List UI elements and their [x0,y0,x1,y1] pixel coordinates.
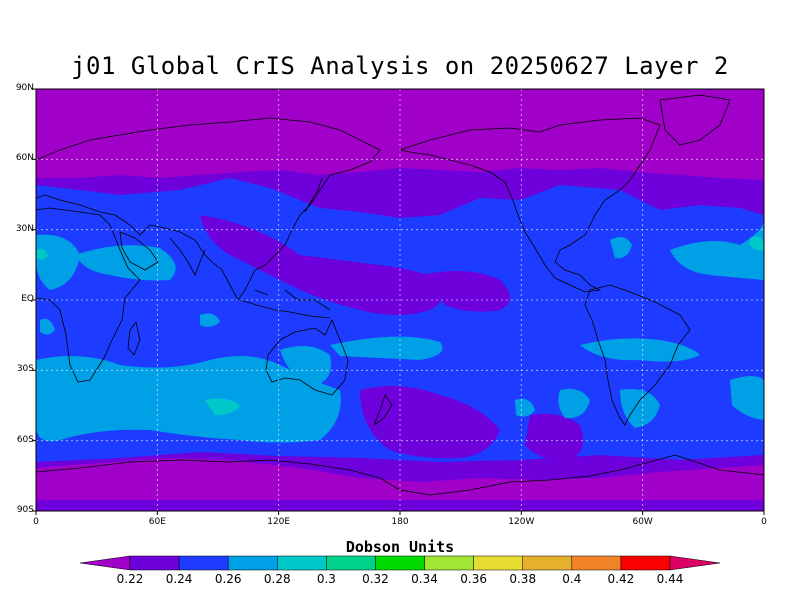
southern-patch [360,386,500,459]
lat-label: 30N [15,223,34,234]
colorbar-box [522,555,573,571]
colorbar-box [571,555,622,571]
coastline-new-zealand [373,394,393,427]
colorbar-label: 0.34 [411,572,438,586]
coastline-japan [304,177,323,213]
cyan-patch [580,338,700,362]
axis-ticks [32,88,765,515]
colorbar-box [326,555,376,571]
gridlines [36,89,764,511]
lon-label: 60E [148,517,166,527]
coastline-north-america [398,117,661,293]
colorbar-title: Dobson Units [345,538,455,556]
lat-label: 30S [16,364,34,375]
cyan-patch [40,318,55,335]
colorbar [79,555,721,571]
cyan-patch [36,234,80,290]
colorbar-label: 0.22 [116,572,144,586]
coastline-india [169,237,206,276]
lon-label: 120E [267,517,291,527]
cyan-patch [200,313,220,327]
coastline-madagascar [127,321,141,356]
colorbar-box [227,555,278,571]
colorbar-label: 0.26 [214,572,242,586]
lat-label: 60S [16,434,34,445]
lon-label: 60W [632,517,653,527]
cyan-patch [730,376,764,420]
southern-patch [525,413,584,461]
cyan-patch [280,346,331,385]
cyan-patch [558,388,590,419]
lon-label: 0 [761,517,767,527]
lon-label: 120W [508,517,535,527]
coastline-antarctica [36,454,764,496]
colorbar-label: 0.38 [509,572,537,586]
colorbar-box [620,555,671,571]
lat-label: EQ [21,294,34,304]
coastlines [36,94,764,496]
teal-patch [36,248,48,260]
cyan-patch [36,356,341,443]
colorbar-label: 0.28 [263,572,291,586]
coastline-south-america [584,284,691,426]
colorbar-box [375,555,425,571]
colorbar-box [473,555,523,571]
colorbar-label: 0.24 [165,572,193,586]
colorbar-high-triangle [669,555,721,571]
colorbar-label: 0.4 [562,572,582,586]
teal-patch [750,236,764,251]
coastline-eurasia [36,117,381,301]
coastline-arabia [119,231,159,271]
map-title: j01 Global CrIS Analysis on 20250627 Lay… [71,52,729,80]
colorbar-box [129,555,180,571]
lat-label: 90S [16,505,34,515]
coastline-greenland [659,94,731,146]
cyan-patch [515,398,535,417]
colorbar-label: 0.36 [460,572,487,586]
colorbar-label: 0.44 [656,572,684,586]
colorbar-box [424,555,474,571]
coastline-africa [36,207,141,383]
cyan-patch [610,236,632,259]
tropical-patch [200,215,444,315]
tropical-patch [420,271,510,312]
cyan-patch [330,336,443,360]
lon-label: 180 [391,517,409,527]
colorbar-label: 0.3 [316,572,336,586]
colorbar-label: 0.32 [362,572,389,586]
colorbar-box [277,555,327,571]
lon-label: 0 [33,517,39,527]
lat-label: 60N [15,153,34,164]
colorbar-low-triangle [79,555,131,571]
lat-label: 90N [15,83,34,93]
colorbar-label: 0.42 [607,572,635,586]
teal-patch [205,398,240,415]
colorbar-box [178,555,229,571]
cyan-patch [620,389,660,428]
cyan-patch [670,220,764,280]
